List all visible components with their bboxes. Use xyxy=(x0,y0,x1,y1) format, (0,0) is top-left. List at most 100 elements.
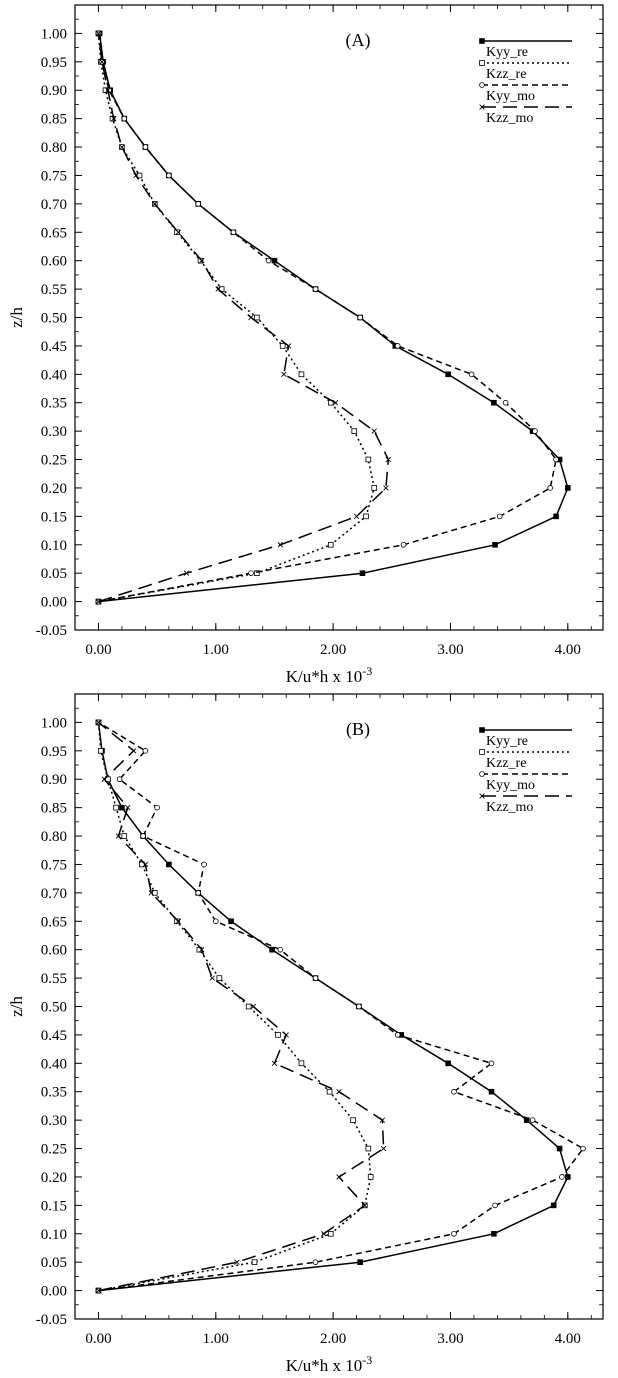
marker-circle-open xyxy=(312,975,319,981)
x-axis-title: K/u*h x 10-3 xyxy=(286,664,373,686)
y-tick-label: 0.90 xyxy=(41,772,67,788)
marker-circle-open xyxy=(479,771,485,777)
marker-cross xyxy=(248,314,254,321)
marker-circle-open xyxy=(357,314,363,321)
series-Kyy_mo xyxy=(95,30,559,605)
marker-square-open xyxy=(279,343,286,349)
marker-circle-open xyxy=(580,1145,586,1152)
marker-cross xyxy=(142,861,149,868)
marker-square-filled xyxy=(491,1230,497,1237)
x-tick-label: 0.00 xyxy=(85,1331,111,1347)
y-tick-label: 0.80 xyxy=(41,140,67,156)
marker-cross xyxy=(215,286,221,292)
y-tick-label: 0.95 xyxy=(41,744,67,760)
marker-square-filled xyxy=(445,1060,451,1067)
marker-cross xyxy=(379,1117,386,1123)
marker-square-open xyxy=(105,776,111,783)
legend-label: Kzz_re xyxy=(486,756,526,771)
marker-cross xyxy=(199,946,205,953)
marker-circle-open xyxy=(230,229,237,236)
marker-cross xyxy=(115,833,122,839)
marker-square-open xyxy=(365,1145,372,1152)
marker-square-filled xyxy=(488,1088,495,1095)
y-tick-label: 0.85 xyxy=(41,801,67,817)
marker-square-open xyxy=(351,428,358,434)
marker-cross xyxy=(250,1003,257,1010)
x-axis-title: K/u*h x 10-3 xyxy=(286,1353,373,1375)
y-tick-label: 0.45 xyxy=(41,1028,67,1044)
marker-square-open xyxy=(136,172,143,179)
marker-square-filled xyxy=(492,541,498,548)
marker-circle-open xyxy=(394,343,401,349)
marker-square-open xyxy=(298,1060,305,1067)
series-line xyxy=(97,722,372,1292)
legend-label: Kyy_mo xyxy=(486,89,535,104)
x-tick-label: 0.00 xyxy=(85,642,111,658)
marker-circle-open xyxy=(468,371,475,378)
marker-square-filled xyxy=(359,570,366,576)
marker-square-open xyxy=(367,1174,374,1180)
y-tick-label: 0.40 xyxy=(41,367,67,383)
marker-cross xyxy=(383,485,389,491)
y-tick-label: 0.85 xyxy=(41,112,67,128)
marker-cross xyxy=(152,201,158,207)
marker-cross xyxy=(95,719,102,726)
y-tick-label: 0.15 xyxy=(41,509,67,525)
marker-cross xyxy=(148,890,154,896)
x-tick-label: 1.00 xyxy=(203,1331,229,1347)
marker-square-open xyxy=(365,456,372,463)
marker-square-open xyxy=(98,748,104,754)
marker-cross xyxy=(183,570,190,576)
legend-label: Kyy_mo xyxy=(486,778,535,793)
marker-circle-open xyxy=(451,1088,457,1095)
marker-cross xyxy=(175,918,181,924)
marker-circle-open xyxy=(195,890,202,896)
y-tick-label: 0.20 xyxy=(41,481,67,497)
marker-square-filled xyxy=(271,257,278,264)
marker-circle-open xyxy=(277,946,284,953)
marker-square-filled xyxy=(565,485,571,491)
y-tick-label: 0.35 xyxy=(41,1085,67,1101)
y-tick-label: 0.75 xyxy=(41,857,67,873)
marker-cross xyxy=(105,87,111,93)
marker-cross xyxy=(209,975,215,981)
marker-circle-open xyxy=(142,748,149,754)
y-tick-label: 0.05 xyxy=(41,1255,67,1271)
y-tick-label: 0.25 xyxy=(41,1142,67,1158)
marker-square-filled xyxy=(119,804,125,811)
marker-circle-open xyxy=(492,1202,498,1209)
marker-cross xyxy=(336,1089,342,1095)
marker-cross xyxy=(95,1287,102,1294)
marker-square-filled xyxy=(357,1259,363,1265)
marker-cross xyxy=(332,400,339,406)
marker-circle-open xyxy=(195,201,202,207)
marker-cross xyxy=(281,371,287,378)
marker-circle-open xyxy=(547,485,553,491)
y-tick-label: 0.75 xyxy=(41,168,67,184)
marker-square-open xyxy=(479,749,485,755)
marker-cross xyxy=(199,257,205,264)
marker-circle-open xyxy=(166,172,172,179)
y-tick-label: 0.35 xyxy=(41,396,67,412)
x-axis-title-exponent: -3 xyxy=(362,1353,372,1367)
y-tick-label: 1.00 xyxy=(41,715,67,731)
marker-cross xyxy=(385,456,391,463)
legend-label: Kyy_re xyxy=(486,734,528,749)
x-axis-title-main: K/u*h x 10 xyxy=(286,667,363,686)
marker-cross xyxy=(336,1174,342,1180)
marker-circle-open xyxy=(201,861,207,868)
chart-panel-a: -0.05 0.00 0.05 0.10 0.15 0.20 0.25 0.30 0.35 0.4… xyxy=(7,4,604,686)
panel-label: (A) xyxy=(346,30,371,51)
marker-circle-open xyxy=(479,82,485,88)
marker-square-open xyxy=(254,570,260,576)
x-axis-title-main: K/u*h x 10 xyxy=(286,1356,363,1375)
marker-circle-open xyxy=(312,1259,319,1265)
marker-circle-open xyxy=(529,1117,536,1123)
y-tick-label: 0.70 xyxy=(41,886,67,902)
y-tick-label: 0.00 xyxy=(41,1284,67,1300)
marker-square-open xyxy=(275,1032,281,1038)
marker-square-open xyxy=(326,1088,333,1095)
y-tick-label: 0.50 xyxy=(41,1000,67,1016)
marker-circle-open xyxy=(400,541,407,548)
x-axis-title-exponent: -3 xyxy=(362,664,372,678)
